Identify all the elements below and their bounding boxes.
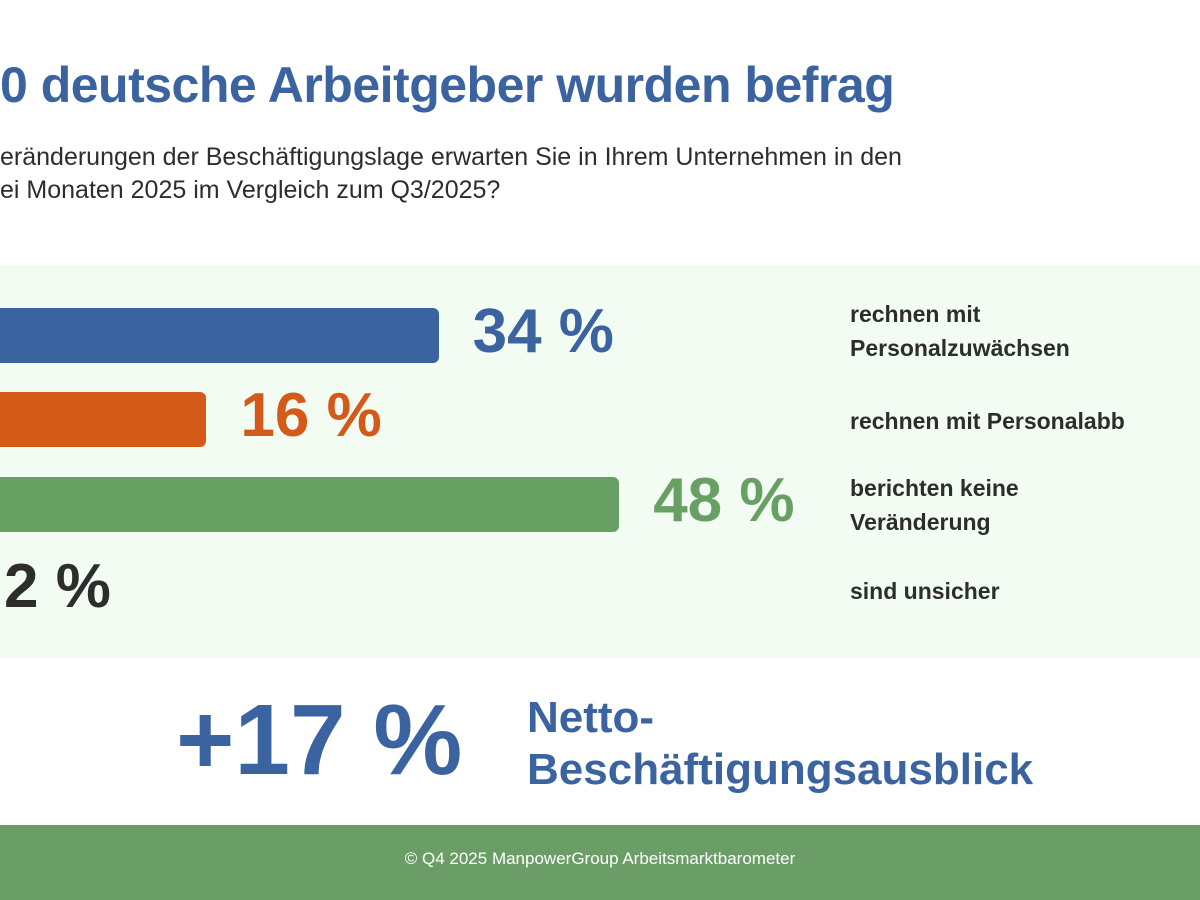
net-outlook-label-line: Netto- (527, 693, 655, 742)
value-label: 16 % (240, 381, 382, 450)
net-outlook-value: +17 % (176, 684, 463, 796)
headline: 0 deutsche Arbeitgeber wurden befrag (0, 57, 895, 113)
bar-2 (0, 392, 207, 447)
question-line-2: ei Monaten 2025 im Vergleich zum Q3/2025… (0, 176, 501, 204)
net-outlook-label-line: Beschäftigungsausblick (527, 745, 1034, 794)
value-label: 2 % (4, 552, 111, 621)
question-line-1: eränderungen der Beschäftigungslage erwa… (0, 143, 902, 171)
category-label: rechnen mit Personalzuwächsen (850, 297, 1070, 365)
category-label-line: rechnen mit Personalabb (850, 408, 1125, 434)
category-label: berichten keine Veränderung (850, 471, 1019, 539)
bar-3 (0, 477, 620, 532)
category-label-line: Personalzuwächsen (850, 335, 1070, 361)
value-label: 48 % (653, 466, 795, 535)
category-label-line: Veränderung (850, 509, 991, 535)
bar-1 (0, 308, 439, 363)
category-label-line: rechnen mit (850, 301, 981, 327)
category-label: sind unsicher (850, 574, 1000, 608)
category-label: rechnen mit Personalabb (850, 404, 1125, 438)
value-label: 34 % (472, 297, 614, 366)
category-label-line: berichten keine (850, 475, 1019, 501)
net-outlook-label: Netto- Beschäftigungsausblick (527, 692, 1033, 796)
footer: © Q4 2025 ManpowerGroup Arbeitsmarktbaro… (0, 825, 1200, 900)
category-label-line: sind unsicher (850, 578, 1000, 604)
